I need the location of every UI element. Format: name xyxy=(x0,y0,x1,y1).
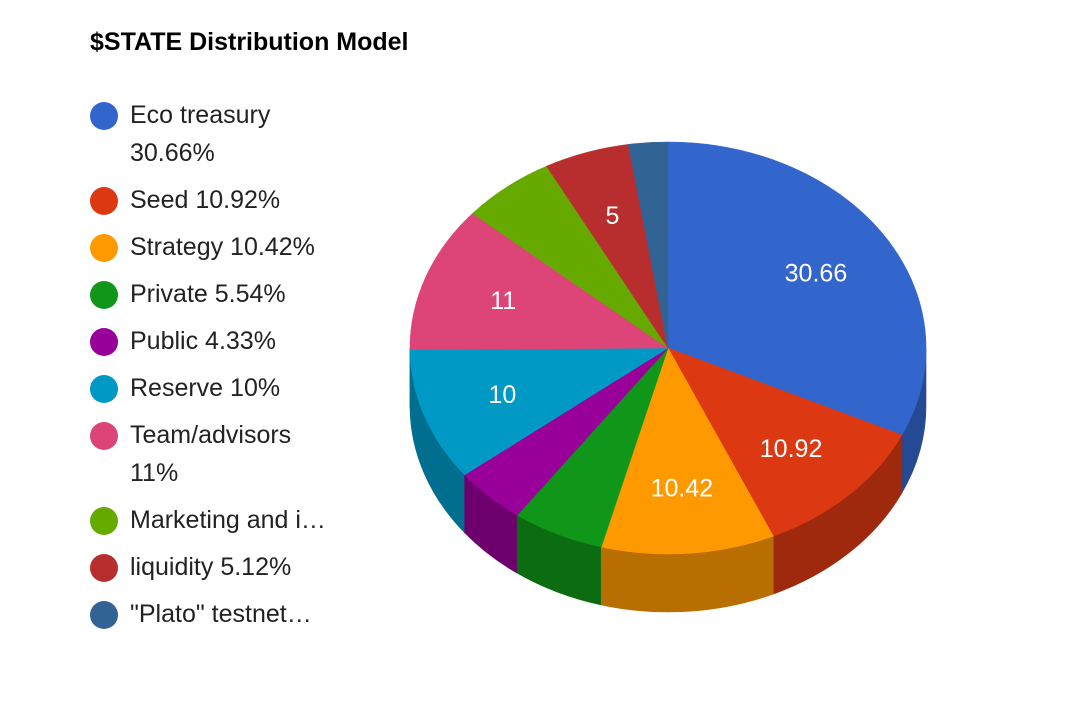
pie-data-label: 11 xyxy=(490,287,516,315)
legend-label: Marketing and i… xyxy=(130,506,326,534)
legend-swatch xyxy=(90,507,118,535)
legend-item-eco-treasury[interactable]: Eco treasury 30.66% xyxy=(90,96,380,172)
pie-data-label: 10 xyxy=(488,381,516,409)
legend-label: "Plato" testnet… xyxy=(130,600,312,628)
legend-swatch xyxy=(90,187,118,215)
legend-item-plato-testnet[interactable]: "Plato" testnet… xyxy=(90,595,380,633)
pie-slice xyxy=(409,347,670,476)
legend-swatch xyxy=(90,102,118,130)
pie-slice xyxy=(627,141,669,349)
legend-swatch xyxy=(90,328,118,356)
legend-swatch xyxy=(90,375,118,403)
legend-item-seed[interactable]: Seed 10.92% xyxy=(90,181,380,219)
legend-label: Reserve 10% xyxy=(130,374,281,402)
legend-item-marketing[interactable]: Marketing and i… xyxy=(90,501,380,539)
legend-item-reserve[interactable]: Reserve 10% xyxy=(90,369,380,407)
pie-slice xyxy=(409,213,669,351)
legend-label: Seed 10.92% xyxy=(130,186,281,214)
legend-swatch xyxy=(90,234,118,262)
legend-label: Eco treasury 30.66% xyxy=(130,101,271,167)
legend-item-private[interactable]: Private 5.54% xyxy=(90,275,380,313)
legend-label: Private 5.54% xyxy=(130,280,286,308)
legend-label: Strategy 10.42% xyxy=(130,233,315,261)
legend-label: Public 4.33% xyxy=(130,327,276,355)
legend-item-team-advisors[interactable]: Team/advisors 11% xyxy=(90,416,380,492)
pie-slice xyxy=(600,347,774,555)
pie-data-label: 30.66 xyxy=(785,260,848,288)
legend-item-public[interactable]: Public 4.33% xyxy=(90,322,380,360)
legend-swatch xyxy=(90,281,118,309)
chart-title: $STATE Distribution Model xyxy=(90,28,409,56)
pie-data-label: 10.92 xyxy=(760,435,823,463)
pie-data-label: 5 xyxy=(606,202,620,230)
legend-item-liquidity[interactable]: liquidity 5.12% xyxy=(90,548,380,586)
legend-swatch xyxy=(90,554,118,582)
pie-slice xyxy=(667,141,927,436)
chart-legend: Eco treasury 30.66% Seed 10.92% Strategy… xyxy=(90,96,380,642)
legend-swatch xyxy=(90,422,118,450)
legend-label: Team/advisors 11% xyxy=(130,421,292,487)
legend-item-strategy[interactable]: Strategy 10.42% xyxy=(90,228,380,266)
pie-data-label: 10.42 xyxy=(651,475,714,503)
legend-swatch xyxy=(90,601,118,629)
legend-label: liquidity 5.12% xyxy=(130,553,292,581)
pie-slice xyxy=(667,347,903,537)
